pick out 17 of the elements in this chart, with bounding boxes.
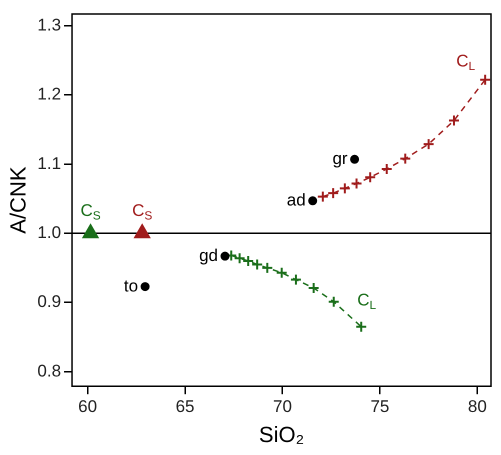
x-tick-label: 70 [273, 397, 292, 416]
annotation: gr [332, 148, 348, 168]
x-tick-label: 65 [176, 397, 195, 416]
x-tick-label: 60 [78, 397, 98, 416]
x-tick-label: 80 [468, 397, 487, 416]
x-tick-label: 75 [370, 397, 390, 416]
x-axis-title: SiO₂ [258, 422, 304, 447]
y-axis-title: A/CNK [5, 166, 30, 234]
y-tick-label: 1.3 [37, 15, 62, 34]
y-tick-label: 1.2 [37, 84, 62, 104]
y-tick-label: 1.1 [37, 154, 62, 173]
annotation: gd [199, 246, 218, 265]
y-tick-label: 0.9 [37, 292, 62, 312]
y-tick-label: 1.0 [37, 222, 62, 242]
annotation: to [124, 276, 138, 296]
y-tick-label: 0.8 [37, 361, 62, 380]
annotation: ad [286, 190, 306, 210]
